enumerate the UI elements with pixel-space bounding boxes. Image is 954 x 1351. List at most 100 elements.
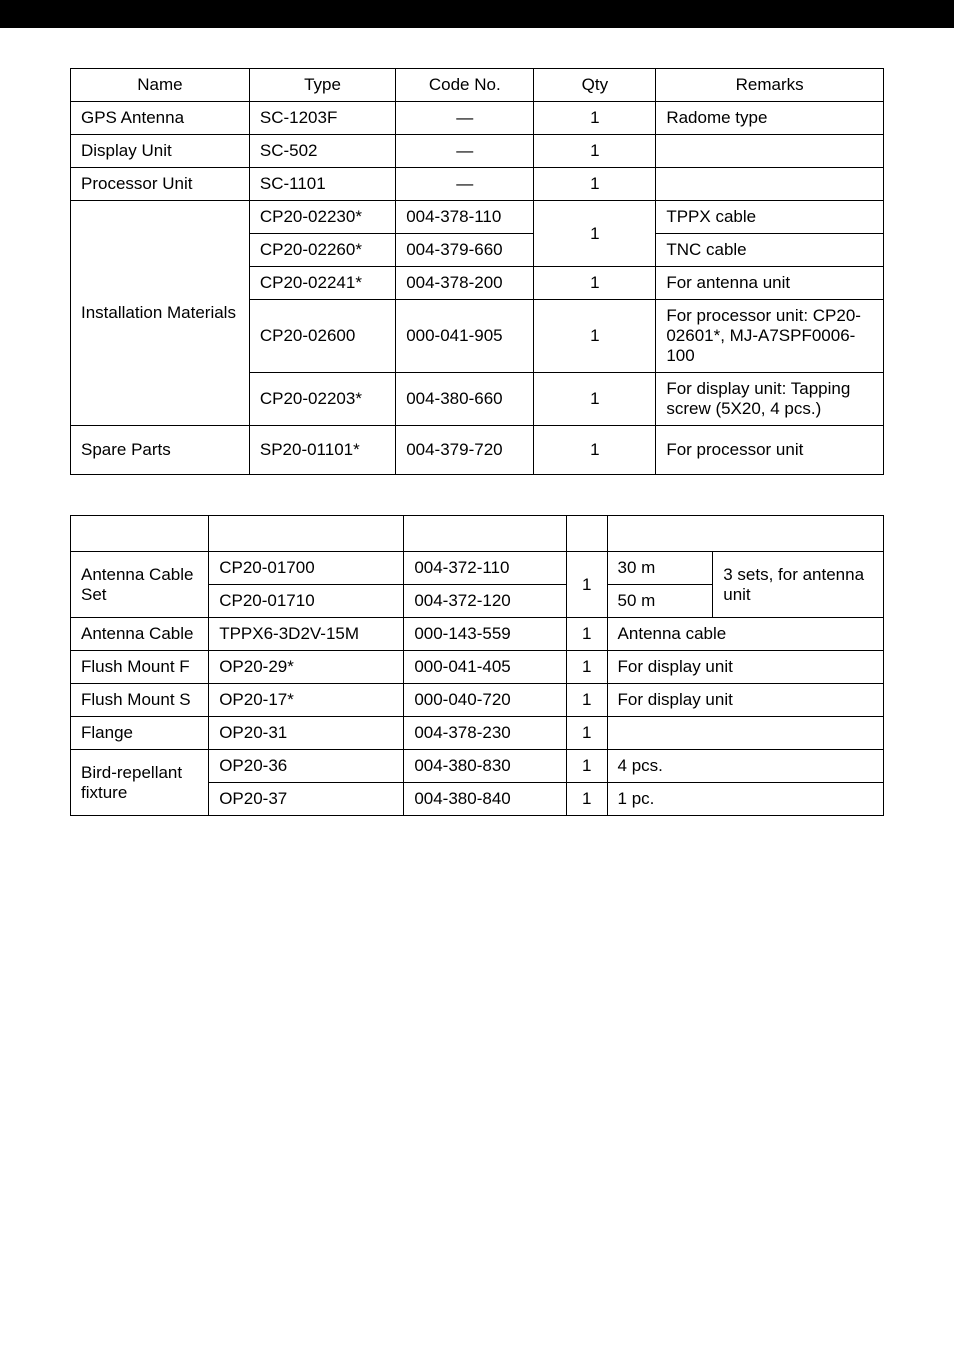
col-blank: [607, 516, 883, 552]
cell-qty: 1: [566, 618, 607, 651]
cell-qty: 1: [534, 135, 656, 168]
cell-remarks: [656, 135, 884, 168]
cell-type: CP20-02230*: [249, 201, 395, 234]
cell-type: SC-1101: [249, 168, 395, 201]
cell-code: —: [396, 135, 534, 168]
cell-code: 004-379-660: [396, 234, 534, 267]
optional-equipment-table: Antenna Cable Set CP20-01700 004-372-110…: [70, 515, 884, 816]
cell-qty: 1: [566, 552, 607, 618]
cell-qty: 1: [534, 300, 656, 373]
cell-name: Processor Unit: [71, 168, 250, 201]
cell-qty: 1: [566, 750, 607, 783]
table-row: GPS Antenna SC-1203F — 1 Radome type: [71, 102, 884, 135]
cell-remarks: 3 sets, for antenna unit: [713, 552, 884, 618]
cell-remarks: For antenna unit: [656, 267, 884, 300]
cell-type: CP20-02203*: [249, 373, 395, 426]
table-row: Processor Unit SC-1101 — 1: [71, 168, 884, 201]
cell-code: 004-378-230: [404, 717, 567, 750]
header-bar: [0, 0, 954, 28]
table-header-row: Name Type Code No. Qty Remarks: [71, 69, 884, 102]
cell-type: CP20-02241*: [249, 267, 395, 300]
table-row: Antenna Cable Set CP20-01700 004-372-110…: [71, 552, 884, 585]
cell-remarks: TNC cable: [656, 234, 884, 267]
cell-type: CP20-02600: [249, 300, 395, 373]
cell-type: SC-1203F: [249, 102, 395, 135]
cell-remarks: TPPX cable: [656, 201, 884, 234]
cell-qty: 1: [534, 373, 656, 426]
cell-remarks: For display unit: Tapping screw (5X20, 4…: [656, 373, 884, 426]
cell-qty: 1: [566, 717, 607, 750]
cell-type: OP20-31: [209, 717, 404, 750]
cell-type: OP20-29*: [209, 651, 404, 684]
cell-code: 004-372-110: [404, 552, 567, 585]
standard-equipment-table: Name Type Code No. Qty Remarks GPS Anten…: [70, 68, 884, 475]
col-blank: [566, 516, 607, 552]
cell-code: —: [396, 102, 534, 135]
cell-name: Flush Mount S: [71, 684, 209, 717]
cell-qty: 1: [534, 102, 656, 135]
table-header-row: [71, 516, 884, 552]
col-blank: [71, 516, 209, 552]
table-row: Spare Parts SP20-01101* 004-379-720 1 Fo…: [71, 426, 884, 475]
cell-code: 004-378-110: [396, 201, 534, 234]
cell-code: 004-372-120: [404, 585, 567, 618]
table-row: Installation Materials CP20-02230* 004-3…: [71, 201, 884, 234]
cell-name: Display Unit: [71, 135, 250, 168]
cell-type: TPPX6-3D2V-15M: [209, 618, 404, 651]
col-blank: [404, 516, 567, 552]
col-name: Name: [71, 69, 250, 102]
cell-code: 000-040-720: [404, 684, 567, 717]
table-row: Flange OP20-31 004-378-230 1: [71, 717, 884, 750]
cell-remarks: For display unit: [607, 651, 883, 684]
cell-code: 000-041-405: [404, 651, 567, 684]
cell-type: CP20-02260*: [249, 234, 395, 267]
cell-code: 004-380-660: [396, 373, 534, 426]
col-type: Type: [249, 69, 395, 102]
cell-type: SC-502: [249, 135, 395, 168]
cell-name: Flush Mount F: [71, 651, 209, 684]
cell-type: CP20-01710: [209, 585, 404, 618]
cell-name: Antenna Cable Set: [71, 552, 209, 618]
cell-code: 004-380-840: [404, 783, 567, 816]
table-row: Display Unit SC-502 — 1: [71, 135, 884, 168]
cell-remarks: 1 pc.: [607, 783, 883, 816]
table-row: Bird-repellant fixture OP20-36 004-380-8…: [71, 750, 884, 783]
col-remarks: Remarks: [656, 69, 884, 102]
cell-qty: 1: [534, 426, 656, 475]
cell-qty: 1: [566, 783, 607, 816]
cell-name: Bird-repellant fixture: [71, 750, 209, 816]
table-row: Flush Mount S OP20-17* 000-040-720 1 For…: [71, 684, 884, 717]
cell-name: Spare Parts: [71, 426, 250, 475]
col-blank: [209, 516, 404, 552]
cell-remarks: [656, 168, 884, 201]
table-row: Antenna Cable TPPX6-3D2V-15M 000-143-559…: [71, 618, 884, 651]
cell-code: 004-378-200: [396, 267, 534, 300]
cell-qty: 1: [534, 168, 656, 201]
cell-name: GPS Antenna: [71, 102, 250, 135]
cell-remarks: [607, 717, 883, 750]
cell-qty: 1: [566, 651, 607, 684]
cell-type: OP20-36: [209, 750, 404, 783]
cell-remarks: Antenna cable: [607, 618, 883, 651]
col-qty: Qty: [534, 69, 656, 102]
cell-code: 000-041-905: [396, 300, 534, 373]
cell-name: Flange: [71, 717, 209, 750]
cell-remarks: For display unit: [607, 684, 883, 717]
table-row: Flush Mount F OP20-29* 000-041-405 1 For…: [71, 651, 884, 684]
cell-type: SP20-01101*: [249, 426, 395, 475]
page-content: Name Type Code No. Qty Remarks GPS Anten…: [0, 68, 954, 916]
cell-type: OP20-37: [209, 783, 404, 816]
cell-code: —: [396, 168, 534, 201]
cell-name: Antenna Cable: [71, 618, 209, 651]
cell-remarks: For processor unit: [656, 426, 884, 475]
cell-type: OP20-17*: [209, 684, 404, 717]
cell-len: 30 m: [607, 552, 713, 585]
cell-qty: 1: [534, 201, 656, 267]
col-code: Code No.: [396, 69, 534, 102]
cell-code: 004-380-830: [404, 750, 567, 783]
cell-code: 000-143-559: [404, 618, 567, 651]
cell-type: CP20-01700: [209, 552, 404, 585]
cell-remarks: Radome type: [656, 102, 884, 135]
cell-remarks: 4 pcs.: [607, 750, 883, 783]
cell-qty: 1: [566, 684, 607, 717]
